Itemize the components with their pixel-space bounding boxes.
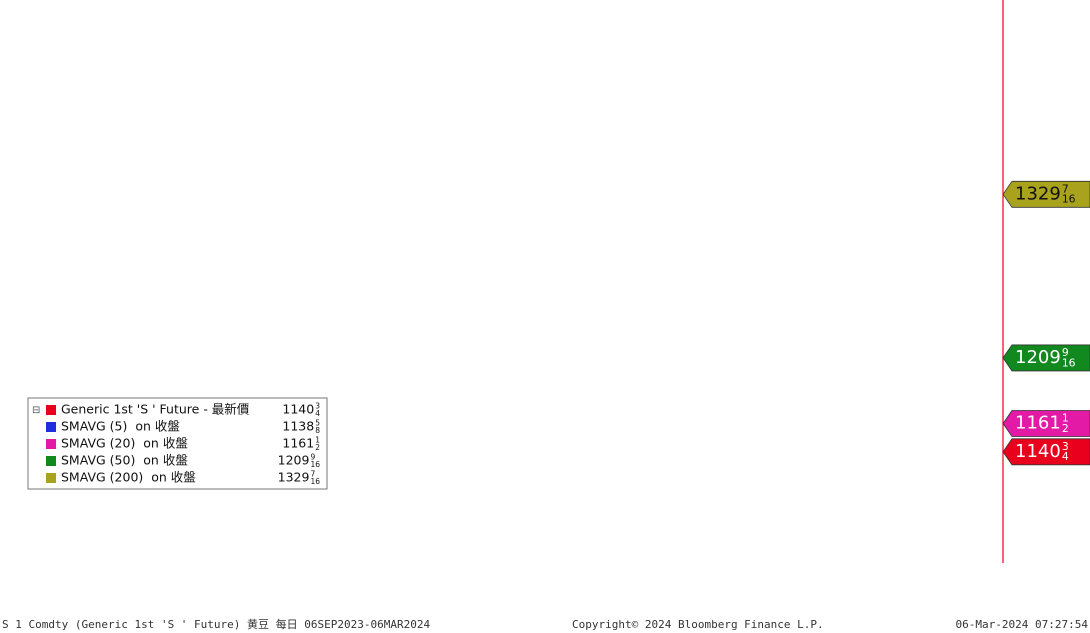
fraction-value: 1161 12 xyxy=(1015,411,1069,434)
value-numerator: 1 xyxy=(315,436,320,445)
value-whole: 1161 xyxy=(282,436,314,451)
value-denominator: 8 xyxy=(315,426,320,435)
value-numerator: 1 xyxy=(1062,411,1069,424)
value-numerator: 9 xyxy=(310,453,315,462)
value-denominator: 16 xyxy=(1062,193,1076,206)
legend-label: SMAVG (50) on 收盤 xyxy=(61,453,188,468)
value-whole: 1140 xyxy=(1015,441,1061,462)
legend-label: Generic 1st 'S ' Future - 最新價 xyxy=(61,402,250,417)
value-numerator: 3 xyxy=(1062,440,1069,453)
legend-collapse-icon: ⊟ xyxy=(32,405,40,416)
value-numerator: 7 xyxy=(1062,182,1069,195)
price-tag xyxy=(1002,410,1090,437)
value-numerator: 7 xyxy=(310,470,315,479)
value-whole: 1329 xyxy=(1015,183,1061,204)
legend-box xyxy=(27,397,328,490)
value-numerator: 5 xyxy=(315,419,320,428)
value-whole: 1329 xyxy=(278,470,310,485)
legend-label: SMAVG (200) on 收盤 xyxy=(61,470,196,485)
fraction-value: 1209 916 xyxy=(278,453,321,469)
legend-swatch xyxy=(46,422,56,432)
footer-left: S 1 Comdty (Generic 1st 'S ' Future) 黄豆 … xyxy=(2,617,430,631)
value-whole: 1161 xyxy=(1015,413,1061,434)
legend-swatch xyxy=(46,439,56,449)
legend: ⊟ Generic 1st 'S ' Future - 最新價 1140 34 SMAV… xyxy=(27,397,328,490)
legend-swatch xyxy=(46,456,56,466)
price-tag xyxy=(1002,438,1090,466)
value-numerator: 9 xyxy=(1062,346,1069,359)
fraction-value: 1329 716 xyxy=(278,470,321,486)
legend-label: SMAVG (20) on 收盤 xyxy=(61,436,188,451)
legend-label: SMAVG (5) on 收盤 xyxy=(61,419,180,434)
value-denominator: 16 xyxy=(1062,356,1076,369)
legend-swatch xyxy=(46,473,56,483)
value-denominator: 16 xyxy=(310,460,320,469)
value-denominator: 2 xyxy=(315,443,320,452)
value-whole: 1209 xyxy=(1015,347,1061,368)
value-whole: 1209 xyxy=(278,453,310,468)
price-tag xyxy=(1002,180,1090,208)
fraction-value: 1161 12 xyxy=(282,436,320,452)
value-denominator: 4 xyxy=(315,409,320,418)
value-denominator: 2 xyxy=(1062,422,1069,435)
fraction-value: 1140 34 xyxy=(282,402,320,418)
fraction-value: 1329 716 xyxy=(1015,182,1076,205)
value-numerator: 3 xyxy=(315,402,320,411)
legend-swatch xyxy=(46,405,56,415)
value-denominator: 4 xyxy=(1062,450,1069,463)
footer-right: 06-Mar-2024 07:27:54 xyxy=(956,618,1089,631)
fraction-value: 1138 58 xyxy=(282,419,320,435)
price-tag xyxy=(1002,344,1090,372)
value-whole: 1140 xyxy=(282,402,314,417)
value-denominator: 16 xyxy=(310,477,320,486)
footer-center: Copyright© 2024 Bloomberg Finance L.P. xyxy=(572,618,824,631)
value-whole: 1138 xyxy=(282,419,314,434)
fraction-value: 1140 34 xyxy=(1015,440,1069,463)
fraction-value: 1209 916 xyxy=(1015,346,1076,369)
footer: S 1 Comdty (Generic 1st 'S ' Future) 黄豆 … xyxy=(2,617,1088,631)
